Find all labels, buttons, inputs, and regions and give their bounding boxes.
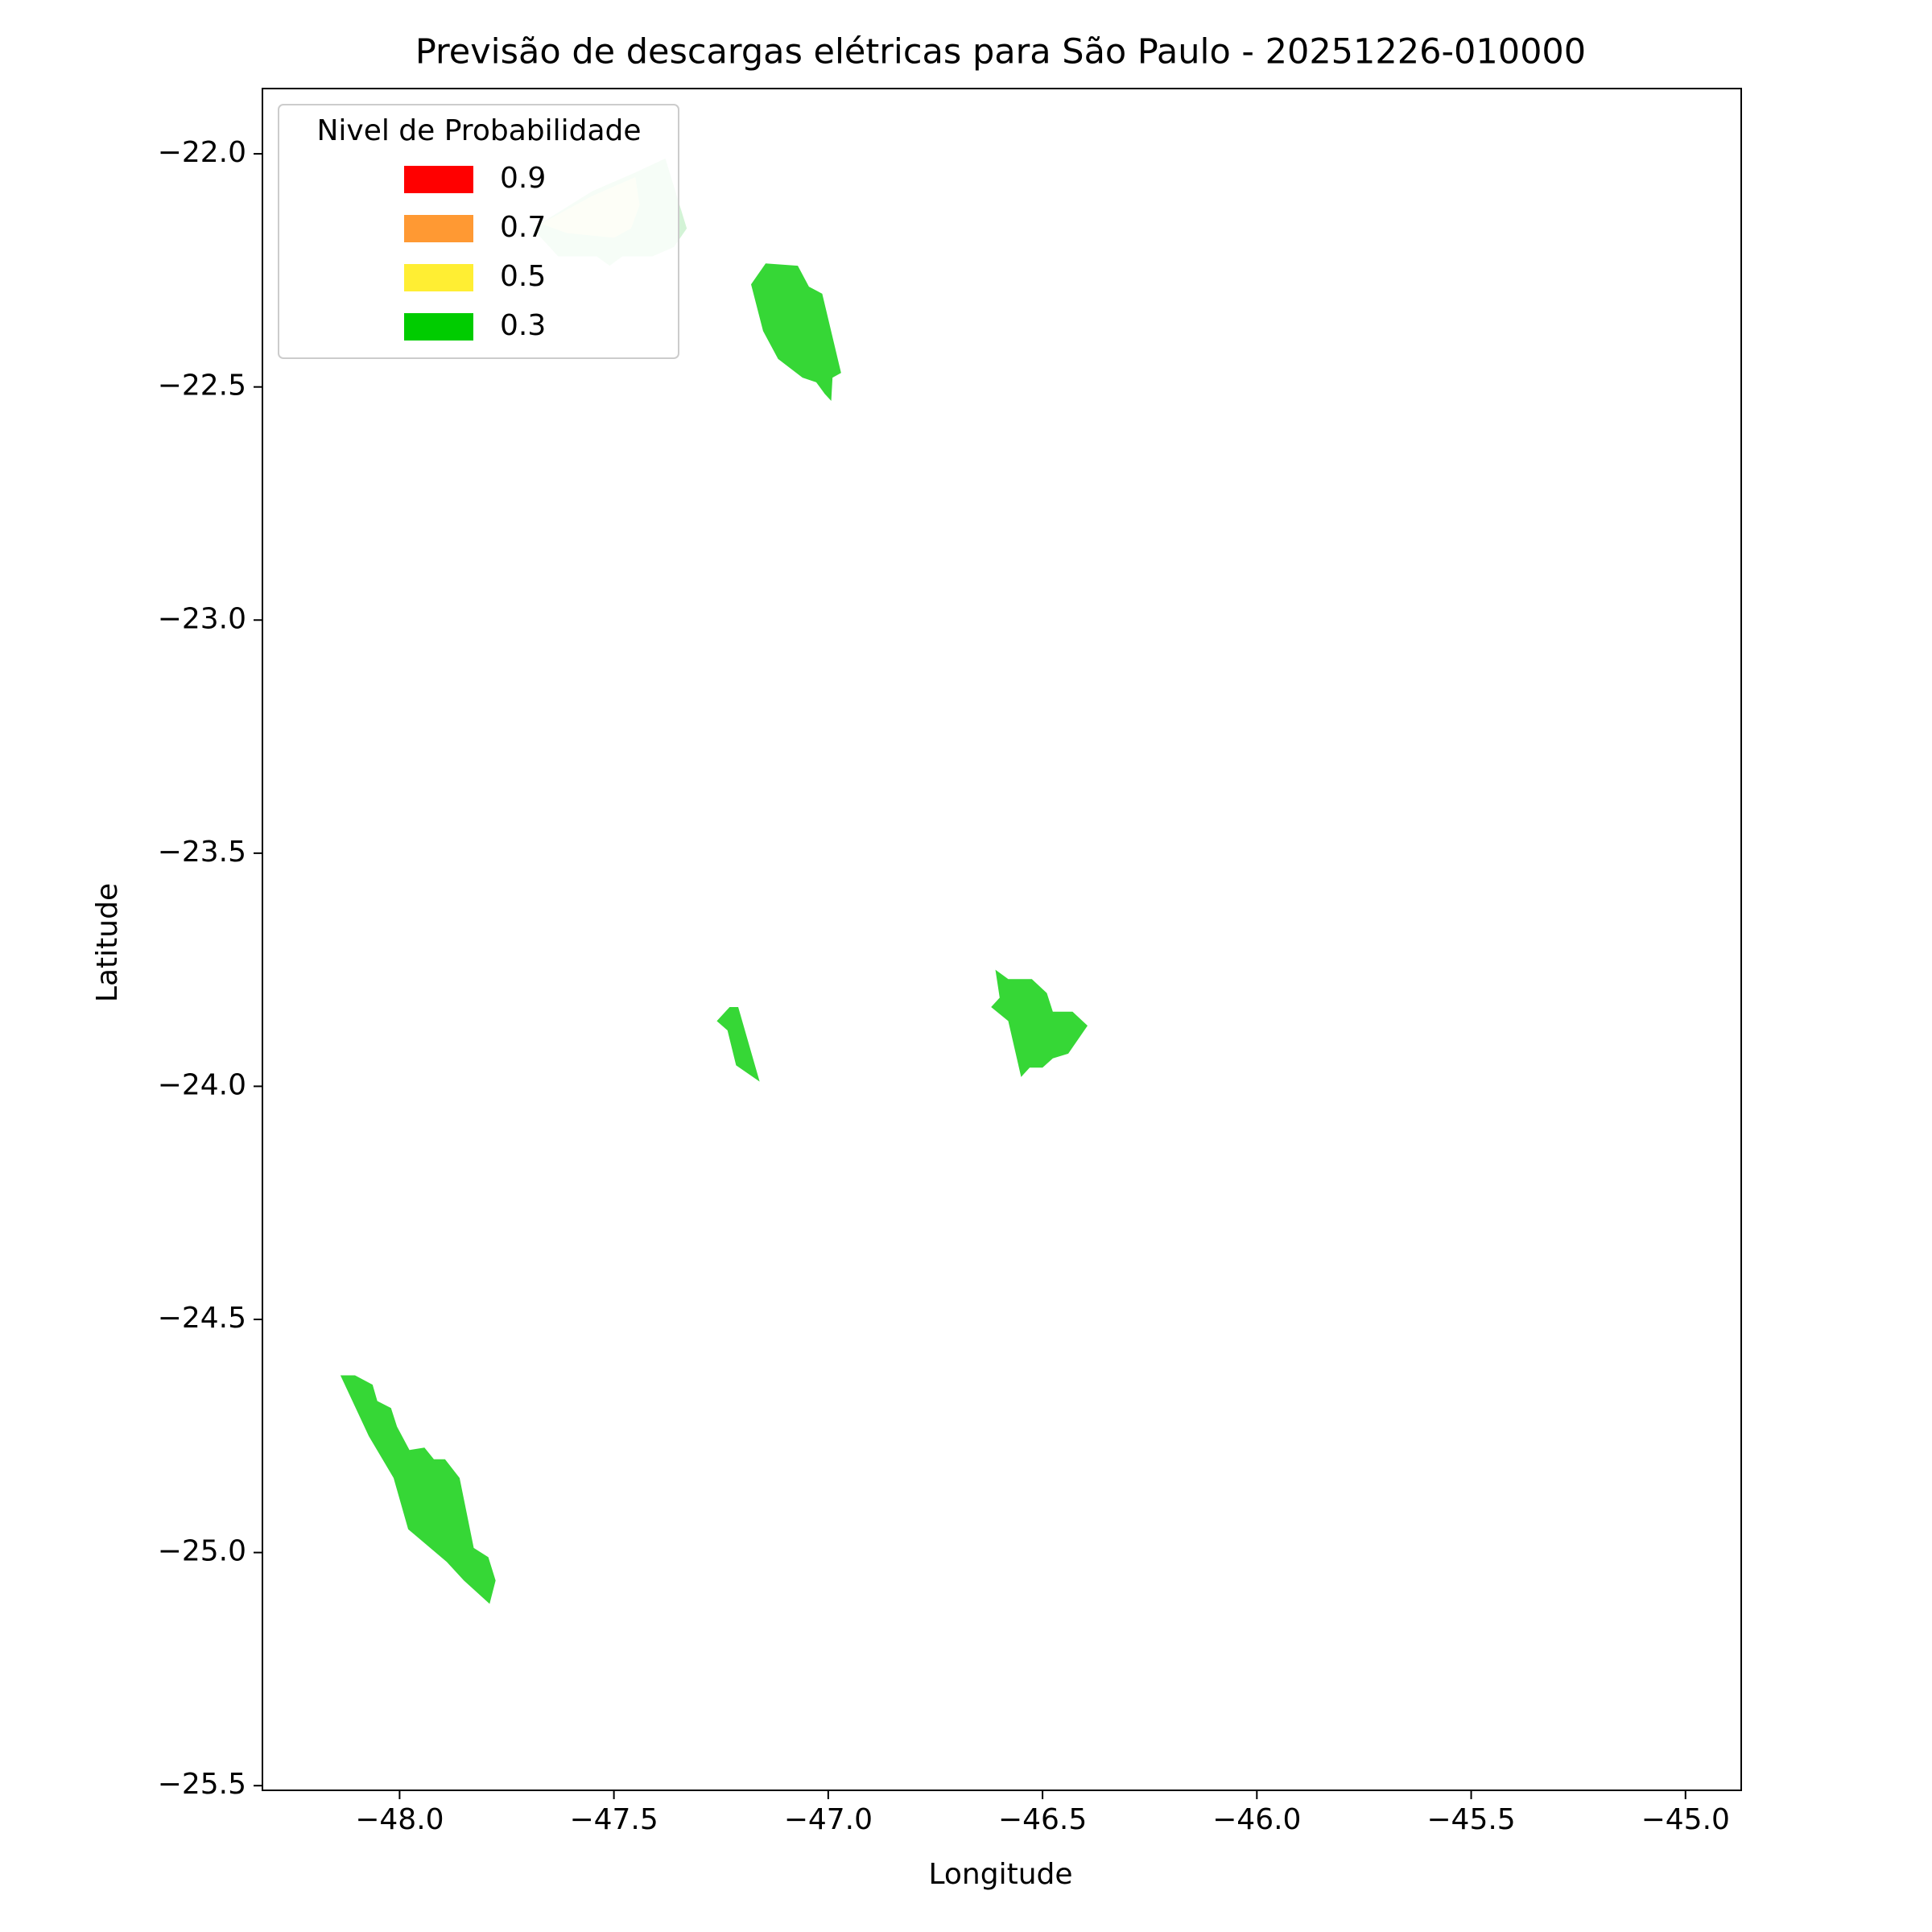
probability-area — [751, 263, 841, 402]
y-tick-label: −22.5 — [158, 369, 246, 402]
legend-label: 0.3 — [500, 309, 546, 342]
probability-area — [340, 1375, 496, 1604]
y-tick-label: −25.5 — [158, 1768, 246, 1801]
legend-swatch — [404, 166, 473, 193]
legend-label: 0.9 — [500, 162, 546, 195]
chart-title: Previsão de descargas elétricas para São… — [415, 32, 1586, 72]
x-tick-label: −47.0 — [784, 1803, 873, 1836]
x-tick-label: −47.5 — [569, 1803, 658, 1836]
y-tick-label: −23.5 — [158, 836, 246, 869]
probability-area — [716, 1006, 760, 1082]
x-tick-label: −46.5 — [998, 1803, 1087, 1836]
legend-label: 0.7 — [500, 211, 546, 244]
legend-label: 0.5 — [500, 260, 546, 293]
legend-swatch — [404, 264, 473, 291]
probability-area — [991, 969, 1088, 1077]
x-tick-label: −45.0 — [1641, 1803, 1730, 1836]
x-tick-label: −48.0 — [355, 1803, 444, 1836]
y-tick-label: −24.0 — [158, 1068, 246, 1101]
y-tick-label: −24.5 — [158, 1302, 246, 1335]
y-tick-label: −25.0 — [158, 1535, 246, 1568]
legend-swatch — [404, 215, 473, 242]
y-tick-label: −23.0 — [158, 602, 246, 635]
y-axis-label: Latitude — [91, 883, 124, 1002]
x-tick-label: −45.5 — [1426, 1803, 1515, 1836]
legend-swatch — [404, 313, 473, 341]
plot-frame — [262, 88, 1742, 1791]
legend-box — [278, 104, 679, 359]
y-tick-label: −22.0 — [158, 136, 246, 169]
legend-title: Nivel de Probabilidade — [316, 114, 641, 147]
x-tick-label: −46.0 — [1212, 1803, 1301, 1836]
x-axis-label: Longitude — [928, 1858, 1072, 1891]
